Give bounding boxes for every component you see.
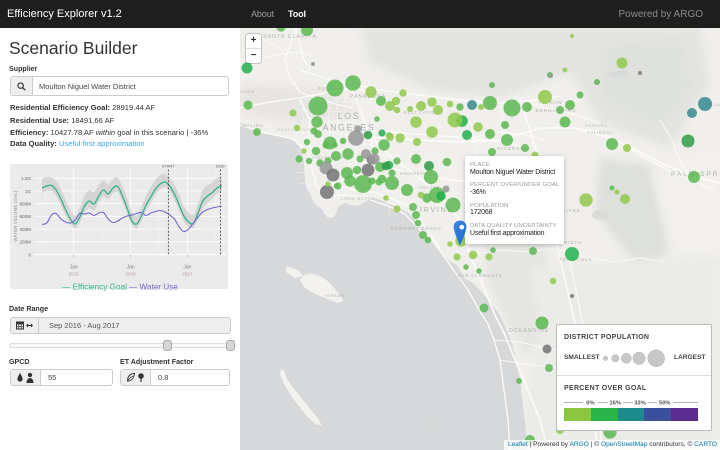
svg-text:CALIMESA: CALIMESA bbox=[587, 130, 613, 135]
svg-text:IRVINE: IRVINE bbox=[420, 207, 454, 214]
svg-text:— Efficiency Goal: — Efficiency Goal bbox=[62, 283, 127, 292]
svg-text:PASADENA: PASADENA bbox=[350, 94, 387, 100]
svg-text:MURRIETA: MURRIETA bbox=[550, 240, 582, 246]
svg-text:2017: 2017 bbox=[182, 272, 193, 277]
svg-text:END: END bbox=[216, 165, 225, 169]
svg-text:OAKS: OAKS bbox=[240, 89, 255, 94]
svg-text:200M: 200M bbox=[20, 240, 32, 245]
svg-text:— Water Use: — Water Use bbox=[129, 283, 178, 292]
svg-text:400M: 400M bbox=[20, 227, 32, 232]
svg-text:ORANGE: ORANGE bbox=[418, 185, 440, 190]
svg-text:33%: 33% bbox=[634, 401, 646, 407]
svg-text:WEST COVINA: WEST COVINA bbox=[403, 110, 439, 115]
svg-text:600M: 600M bbox=[20, 214, 32, 219]
svg-text:LOS: LOS bbox=[338, 111, 360, 121]
svg-text:YUCAIPA: YUCAIPA bbox=[585, 123, 607, 128]
svg-text:2016: 2016 bbox=[125, 272, 136, 277]
svg-text:AVALON: AVALON bbox=[325, 293, 345, 298]
svg-text:0%: 0% bbox=[586, 401, 594, 407]
svg-text:WATER VOLUME (GAL): WATER VOLUME (GAL) bbox=[13, 190, 18, 242]
svg-text:SANTA CLARITA: SANTA CLARITA bbox=[263, 34, 317, 40]
svg-text:SAN CLEMENTE: SAN CLEMENTE bbox=[457, 273, 502, 278]
svg-text:MALIBU: MALIBU bbox=[242, 123, 264, 128]
svg-text:16%: 16% bbox=[609, 401, 621, 407]
svg-text:SAN: SAN bbox=[550, 100, 563, 106]
svg-text:800M: 800M bbox=[20, 202, 32, 207]
svg-text:50%: 50% bbox=[659, 401, 671, 407]
svg-text:Jan: Jan bbox=[70, 265, 78, 271]
svg-text:MENIFEE: MENIFEE bbox=[553, 208, 581, 214]
svg-text:OCEANSIDE: OCEANSIDE bbox=[509, 328, 549, 334]
svg-text:2015: 2015 bbox=[69, 272, 80, 277]
svg-text:Jan: Jan bbox=[127, 265, 135, 271]
svg-text:NEWPORT BEACH: NEWPORT BEACH bbox=[391, 226, 442, 231]
svg-text:ANGELES: ANGELES bbox=[323, 123, 376, 133]
svg-text:RIVERSIDE: RIVERSIDE bbox=[497, 146, 531, 152]
svg-text:BERNARDINO: BERNARDINO bbox=[536, 108, 577, 114]
svg-text:0: 0 bbox=[28, 252, 31, 257]
svg-text:1.2G: 1.2G bbox=[21, 176, 31, 181]
svg-text:LONG BEACH: LONG BEACH bbox=[341, 196, 374, 201]
svg-text:ANAHEIM: ANAHEIM bbox=[400, 171, 428, 177]
svg-text:START: START bbox=[162, 165, 176, 169]
svg-text:1G: 1G bbox=[25, 189, 32, 194]
svg-text:Jan: Jan bbox=[183, 265, 191, 271]
